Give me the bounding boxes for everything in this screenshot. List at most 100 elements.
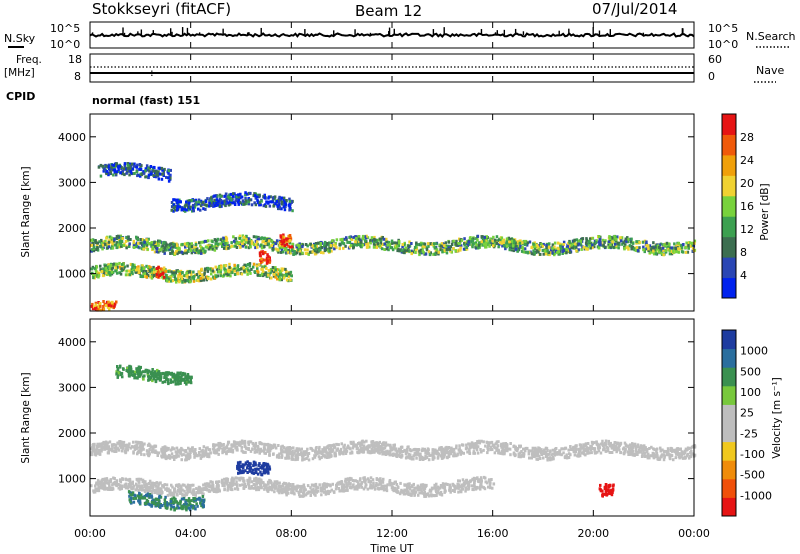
heatmap-cell	[96, 246, 99, 250]
heatmap-cell	[178, 272, 182, 276]
heatmap-cell	[314, 252, 318, 256]
heatmap-cell	[202, 445, 206, 449]
heatmap-cell	[98, 449, 101, 453]
heatmap-cell	[221, 451, 224, 455]
heatmap-cell	[561, 245, 564, 249]
heatmap-cell	[142, 170, 145, 174]
heatmap-cell	[586, 442, 590, 445]
heatmap-cell	[209, 277, 213, 281]
heatmap-cell	[647, 452, 650, 456]
heatmap-cell	[132, 164, 136, 168]
heatmap-cell	[219, 194, 222, 198]
heatmap-cell	[349, 440, 353, 444]
heatmap-cell	[407, 455, 411, 459]
heatmap-cell	[440, 456, 444, 460]
heatmap-cell	[582, 445, 585, 449]
heatmap-cell	[372, 245, 376, 249]
heatmap-cell	[299, 451, 303, 455]
heatmap-cell	[661, 246, 665, 250]
heatmap-cell	[176, 201, 179, 205]
heatmap-cell	[279, 273, 282, 277]
heatmap-cell	[136, 446, 139, 450]
heatmap-cell	[133, 172, 136, 175]
heatmap-cell	[253, 447, 257, 451]
heatmap-cell	[406, 248, 409, 252]
heatmap-cell	[176, 453, 179, 457]
heatmap-cell	[220, 204, 223, 208]
heatmap-cell	[272, 274, 276, 278]
heatmap-cell	[263, 487, 266, 491]
heatmap-cell	[229, 266, 233, 270]
heatmap-cell	[268, 204, 272, 208]
heatmap-cell	[171, 245, 175, 249]
heatmap-cell	[225, 450, 228, 454]
heatmap-cell	[224, 270, 227, 274]
heatmap-cell	[645, 240, 648, 244]
heatmap-cell	[632, 443, 635, 447]
heatmap-cell	[280, 278, 283, 282]
heatmap-cell	[570, 448, 573, 451]
heatmap-cell	[587, 242, 590, 246]
heatmap-cell	[263, 196, 266, 200]
heatmap-cell	[654, 245, 658, 249]
heatmap-cell	[550, 453, 553, 457]
heatmap-cell	[257, 488, 261, 492]
heatmap-cell	[589, 246, 592, 250]
heatmap-cell	[224, 235, 228, 239]
heatmap-cell	[266, 260, 269, 264]
heatmap-cell	[198, 453, 202, 457]
heatmap-cell	[616, 235, 619, 239]
heatmap-cell	[125, 269, 128, 273]
heatmap-cell	[667, 242, 671, 246]
heatmap-cell	[642, 451, 645, 455]
heatmap-cell	[99, 174, 103, 178]
heatmap-cell	[504, 445, 508, 449]
heatmap-cell	[114, 266, 117, 270]
heatmap-cell	[107, 300, 110, 304]
heatmap-cell	[213, 451, 216, 455]
heatmap-cell	[475, 448, 479, 452]
heatmap-cell	[124, 448, 128, 452]
heatmap-cell	[530, 452, 534, 456]
heatmap-cell	[99, 302, 102, 305]
heatmap-cell	[389, 444, 392, 448]
heatmap-cell	[500, 236, 504, 240]
heatmap-cell	[125, 236, 128, 239]
heatmap-cell	[101, 164, 104, 168]
heatmap-cell	[542, 450, 546, 453]
heatmap-cell	[490, 440, 494, 444]
heatmap-cell	[263, 451, 266, 455]
heatmap-cell	[677, 241, 680, 245]
heatmap-cell	[425, 248, 429, 252]
heatmap-cell	[289, 451, 292, 455]
heatmap-cell	[647, 249, 650, 253]
freq-panel: : Freq. [MHz] 18 8 60 0 Nave	[4, 53, 784, 83]
heatmap-cell	[283, 238, 286, 242]
heatmap-cell	[344, 450, 348, 454]
heatmap-cell	[604, 245, 607, 249]
heatmap-cell	[235, 246, 239, 249]
heatmap-cell	[229, 192, 233, 196]
heatmap-cell	[339, 447, 343, 451]
heatmap-cell	[119, 234, 122, 238]
heatmap-cell	[231, 448, 235, 452]
heatmap-cell	[607, 240, 611, 244]
heatmap-cell	[110, 300, 114, 304]
heatmap-cell	[296, 243, 299, 247]
heatmap-cell	[254, 203, 258, 207]
heatmap-cell	[224, 242, 227, 245]
heatmap-cell	[133, 263, 136, 267]
heatmap-cell	[395, 244, 399, 248]
heatmap-cell	[372, 237, 376, 241]
heatmap-cell	[277, 268, 280, 272]
heatmap-cell	[153, 171, 157, 175]
heatmap-cell	[401, 243, 404, 246]
heatmap-cell	[282, 240, 286, 244]
heatmap-cell	[264, 204, 268, 208]
heatmap-cell	[377, 445, 381, 449]
heatmap-cell	[466, 484, 470, 488]
heatmap-cell	[509, 442, 512, 445]
heatmap-cell	[467, 442, 470, 446]
heatmap-cell	[509, 242, 513, 246]
heatmap-cell	[384, 444, 387, 448]
